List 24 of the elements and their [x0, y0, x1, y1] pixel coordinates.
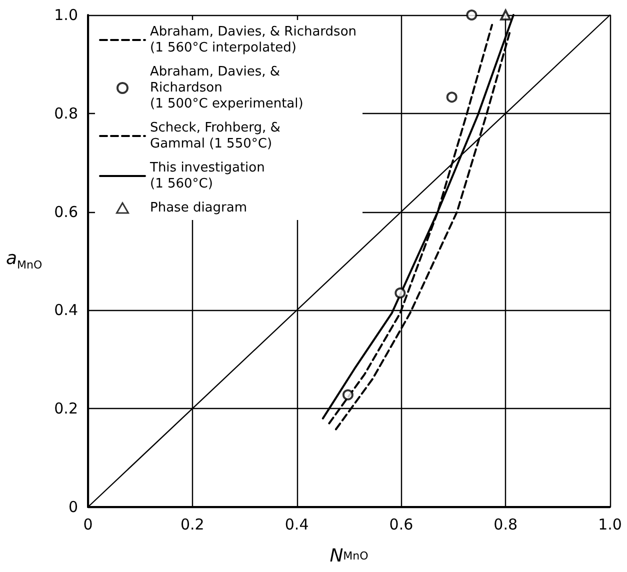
x-tick-label: 1.0: [598, 516, 622, 534]
legend-label: Scheck, Frohberg, & Gammal (1 550°C): [150, 120, 280, 152]
y-tick-label: 0.2: [54, 400, 78, 418]
legend-label: Phase diagram: [150, 200, 248, 216]
legend-label: Abraham, Davies, & Richardson (1 500°C experimental): [150, 64, 304, 112]
x-tick-label: 0: [83, 516, 93, 534]
legend-label: Abraham, Davies, & Richardson (1 560°C interpolated): [150, 24, 357, 56]
point: [394, 287, 406, 298]
legend-label: This investigation (1 560°C): [149, 160, 265, 192]
y-tick-label: 1.0: [54, 6, 78, 24]
point: [342, 389, 354, 400]
point: [500, 10, 512, 20]
x-tick-label: 0.6: [389, 516, 414, 534]
y-tick-label: 0: [68, 498, 78, 516]
x-tick-label: 0.8: [494, 516, 518, 534]
y-tick-label: 0.8: [54, 104, 78, 122]
y-tick-label: 0.6: [54, 202, 78, 221]
point: [466, 10, 478, 20]
y-axis-title: a$_{MnO}$: [6, 248, 42, 272]
y-tick-label: 0.4: [54, 301, 78, 320]
x-axis-title: NMnO: [330, 546, 369, 566]
point: [446, 92, 458, 103]
x-tick-label: 0.4: [284, 516, 309, 534]
x-tick-label: 0.2: [180, 516, 204, 534]
